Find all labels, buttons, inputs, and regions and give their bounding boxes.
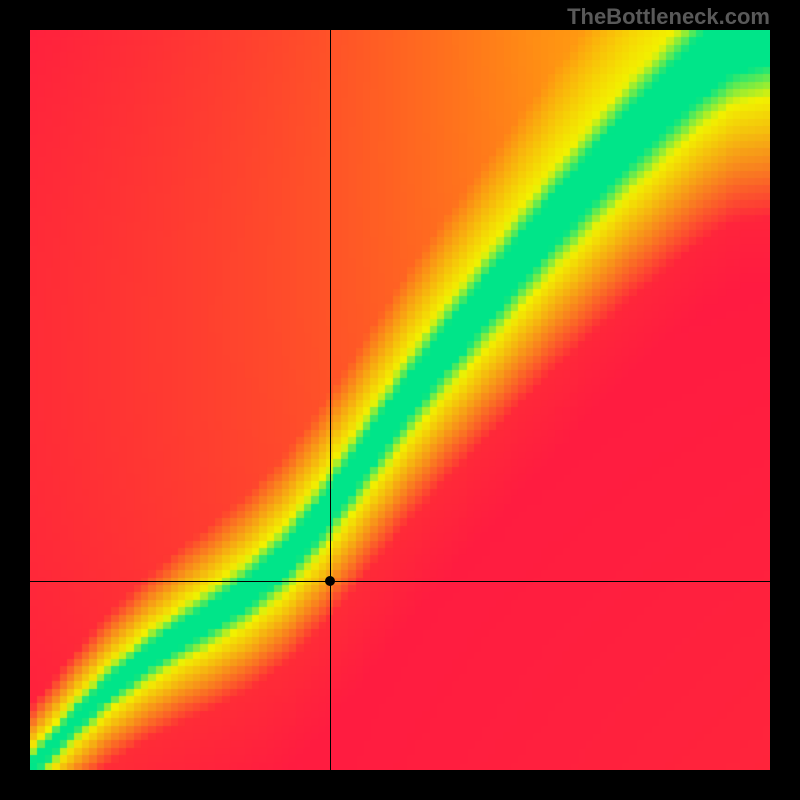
plot-area [30,30,770,770]
heatmap-canvas [30,30,770,770]
crosshair-horizontal [30,581,770,582]
attribution-text: TheBottleneck.com [567,4,770,30]
crosshair-vertical [330,30,331,770]
chart-frame: TheBottleneck.com [0,0,800,800]
marker-dot [325,576,335,586]
